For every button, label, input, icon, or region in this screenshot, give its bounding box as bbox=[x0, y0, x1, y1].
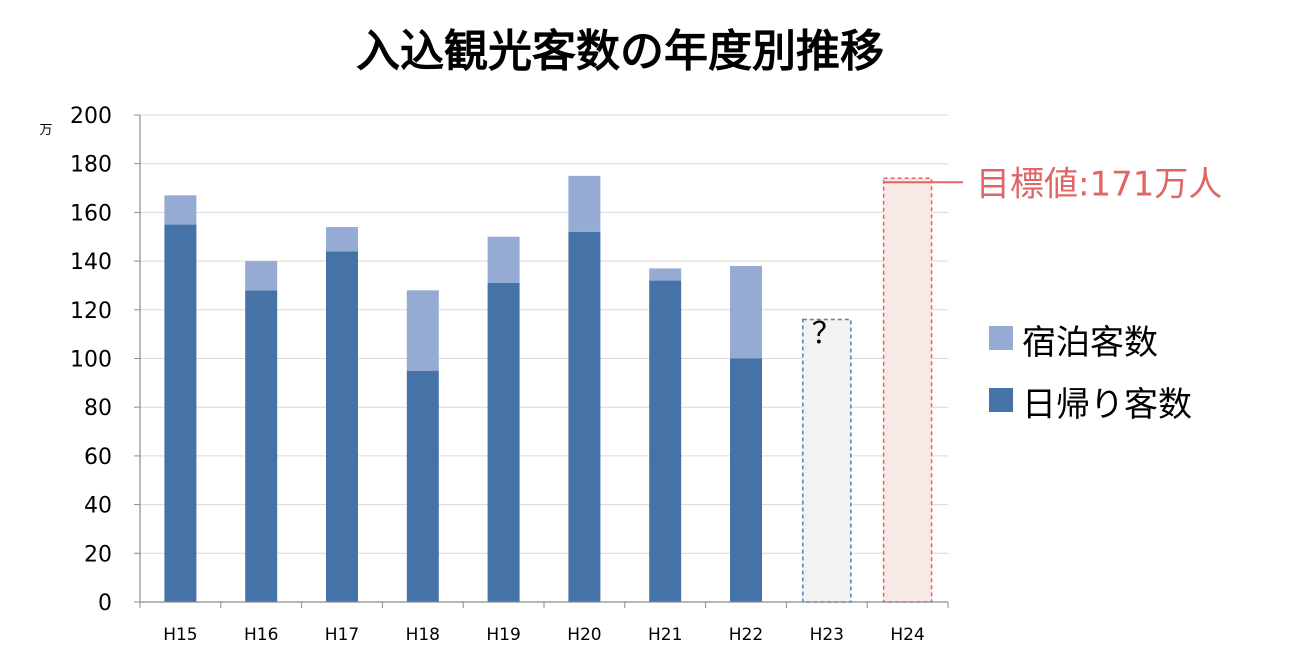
y-tick-label: 120 bbox=[70, 299, 112, 324]
bar-day-trip bbox=[568, 231, 601, 602]
legend-label: 日帰り客数 bbox=[1022, 385, 1192, 425]
legend-swatch bbox=[989, 326, 1013, 350]
bar-overnight bbox=[245, 261, 278, 291]
bar-overnight bbox=[326, 227, 358, 252]
forecast-label: ？ bbox=[812, 317, 842, 352]
bar-overnight bbox=[568, 175, 601, 232]
x-tick-label: H23 bbox=[810, 625, 844, 645]
x-tick-label: H19 bbox=[486, 625, 520, 645]
bar-overnight bbox=[730, 265, 762, 359]
forecast-bar bbox=[802, 318, 852, 603]
y-tick-label: 180 bbox=[70, 153, 112, 178]
x-tick-label: H22 bbox=[729, 625, 763, 645]
bar-day-trip bbox=[406, 370, 439, 602]
bar-day-trip bbox=[245, 290, 278, 602]
axes bbox=[139, 115, 949, 608]
target-label: 目標値:171万人 bbox=[976, 164, 1222, 204]
bar-day-trip bbox=[730, 358, 762, 602]
y-tick-label: 60 bbox=[84, 445, 112, 470]
bar-day-trip bbox=[649, 280, 682, 602]
y-tick-label: 140 bbox=[70, 250, 112, 275]
y-axis-unit: 万 bbox=[39, 123, 52, 138]
x-tick-label: H21 bbox=[648, 625, 682, 645]
x-tick-label: H16 bbox=[244, 625, 278, 645]
y-tick-label: 100 bbox=[70, 348, 112, 373]
x-axis-ticks: H15 H16 H17 H18 H19 H20 H21 H22 H23 H24 bbox=[163, 625, 925, 645]
x-tick-label: H18 bbox=[406, 625, 440, 645]
x-tick-label: H24 bbox=[890, 625, 924, 645]
bar-day-trip bbox=[487, 283, 520, 602]
legend-swatch bbox=[989, 388, 1013, 412]
y-tick-label: 0 bbox=[98, 591, 112, 616]
target-bar bbox=[882, 177, 933, 603]
y-tick-label: 40 bbox=[84, 494, 112, 519]
bar-day-trip bbox=[326, 251, 358, 603]
bar-day-trip bbox=[164, 224, 197, 602]
y-tick-label: 200 bbox=[70, 104, 112, 129]
y-tick-label: 20 bbox=[84, 542, 112, 567]
bar-overnight bbox=[164, 195, 197, 225]
y-tick-label: 80 bbox=[84, 396, 112, 421]
x-tick-label: H20 bbox=[567, 625, 601, 645]
y-axis-ticks: 0 20 40 60 80 100 120 140 160 180 200 bbox=[70, 104, 112, 616]
x-tick-label: H15 bbox=[163, 625, 197, 645]
bar-overnight bbox=[406, 290, 439, 371]
legend-label: 宿泊客数 bbox=[1022, 323, 1158, 363]
bar-overnight bbox=[487, 236, 520, 284]
bars: ？ 目標値:171万人 bbox=[164, 164, 1222, 603]
y-tick-label: 160 bbox=[70, 201, 112, 226]
chart-title: 入込観光客数の年度別推移 bbox=[356, 26, 884, 77]
x-tick-label: H17 bbox=[325, 625, 359, 645]
bar-overnight bbox=[649, 268, 682, 281]
